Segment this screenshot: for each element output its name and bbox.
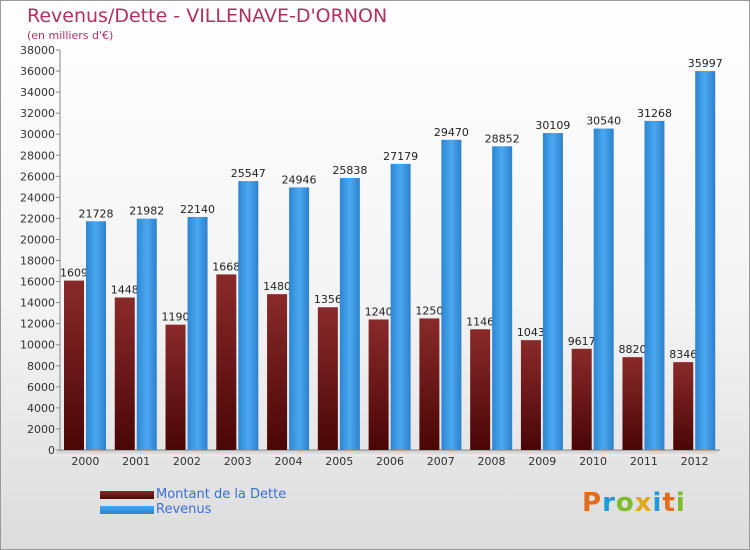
bar-revenus [390,163,411,450]
y-tick-label: 0 [48,444,55,457]
bar-revenus [238,181,259,450]
data-label-revenus: 30109 [535,119,570,132]
bar-revenus [339,178,360,450]
data-label-revenus: 21728 [79,207,114,220]
y-tick-label: 14000 [20,297,55,310]
bar-dette [64,280,84,450]
data-label-revenus: 27179 [383,150,418,163]
y-tick-label: 36000 [20,65,55,78]
data-label-revenus: 30540 [586,115,621,128]
x-tick-label: 2009 [528,455,556,468]
x-tick-label: 2008 [478,455,506,468]
x-tick-label: 2011 [630,455,658,468]
data-label-dette: 8346 [669,348,697,361]
data-label-revenus: 28852 [485,132,520,145]
y-tick-label: 22000 [20,212,55,225]
bar-dette [317,307,338,450]
y-tick-label: 10000 [20,339,55,352]
bar-dette [216,274,237,450]
y-tick-label: 8000 [27,360,55,373]
bar-revenus [136,218,157,450]
data-label-revenus: 22140 [180,203,215,216]
bar-revenus [187,216,208,450]
data-label-revenus: 25838 [332,164,367,177]
y-tick-label: 18000 [20,255,55,268]
y-tick-label: 34000 [20,86,55,99]
x-tick-label: 2004 [274,455,302,468]
data-label-dette: 1609 [60,267,88,280]
y-tick-label: 2000 [27,423,55,436]
y-tick-label: 16000 [20,276,55,289]
bar-revenus [593,128,614,451]
bar-revenus [86,221,106,450]
data-label-dette: 1668 [212,260,240,273]
y-tick-label: 32000 [20,107,55,120]
bar-dette [470,329,491,450]
data-label-revenus: 24946 [282,173,317,186]
proxiti-logo: Proxiti [582,488,686,518]
bar-dette [622,357,643,450]
legend-item-revenus: Revenus [100,502,286,517]
x-tick-label: 2010 [579,455,607,468]
data-label-revenus: 31268 [637,107,672,120]
bar-dette [267,294,288,450]
bar-dette [419,318,440,450]
y-tick-label: 20000 [20,233,55,246]
bar-dette [368,319,389,450]
x-tick-label: 2002 [173,455,201,468]
y-tick-label: 6000 [27,381,55,394]
x-tick-label: 2005 [325,455,353,468]
data-label-dette: 1190 [162,311,190,324]
data-label-dette: 1146 [466,315,494,328]
legend-swatch-dette [100,490,154,499]
bar-dette [571,348,592,450]
y-tick-label: 26000 [20,170,55,183]
x-tick-label: 2001 [122,455,150,468]
data-label-revenus: 21982 [129,205,164,218]
bar-revenus [695,71,716,450]
y-tick-label: 4000 [27,402,55,415]
data-label-dette: 1448 [111,283,139,296]
bar-dette [165,324,186,450]
x-tick-label: 2003 [224,455,252,468]
data-label-dette: 1043 [517,326,545,339]
legend: Montant de la Dette Revenus [100,487,286,517]
data-label-dette: 1240 [365,305,393,318]
chart-title: Revenus/Dette - VILLENAVE-D'ORNON [27,5,388,27]
y-tick-label: 38000 [20,44,55,57]
y-tick-label: 28000 [20,149,55,162]
x-tick-label: 2006 [376,455,404,468]
legend-label-dette: Montant de la Dette [156,487,287,502]
bar-dette [520,340,541,450]
legend-swatch-revenus [100,505,154,514]
data-label-dette: 8820 [618,343,646,356]
bar-revenus [644,120,665,450]
bar-dette [673,362,694,450]
y-tick-label: 30000 [20,128,55,141]
data-label-dette: 1480 [263,280,291,293]
x-tick-label: 2012 [681,455,709,468]
data-label-dette: 1356 [314,293,342,306]
x-tick-label: 2000 [71,455,99,468]
y-tick-label: 12000 [20,318,55,331]
bar-dette [114,297,135,450]
data-label-revenus: 25547 [231,167,266,180]
bar-revenus [542,133,563,450]
bar-revenus [441,139,462,450]
bar-revenus [289,187,310,450]
data-label-revenus: 35997 [688,57,723,70]
bar-revenus [492,146,513,450]
data-label-revenus: 29470 [434,126,469,139]
x-tick-label: 2007 [427,455,455,468]
data-label-dette: 9617 [568,335,596,348]
legend-item-dette: Montant de la Dette [100,487,286,502]
legend-label-revenus: Revenus [156,502,212,517]
chart-subtitle: (en milliers d'€) [27,29,114,42]
plot-floor [52,450,720,456]
data-label-dette: 1250 [415,304,443,317]
y-tick-label: 24000 [20,191,55,204]
